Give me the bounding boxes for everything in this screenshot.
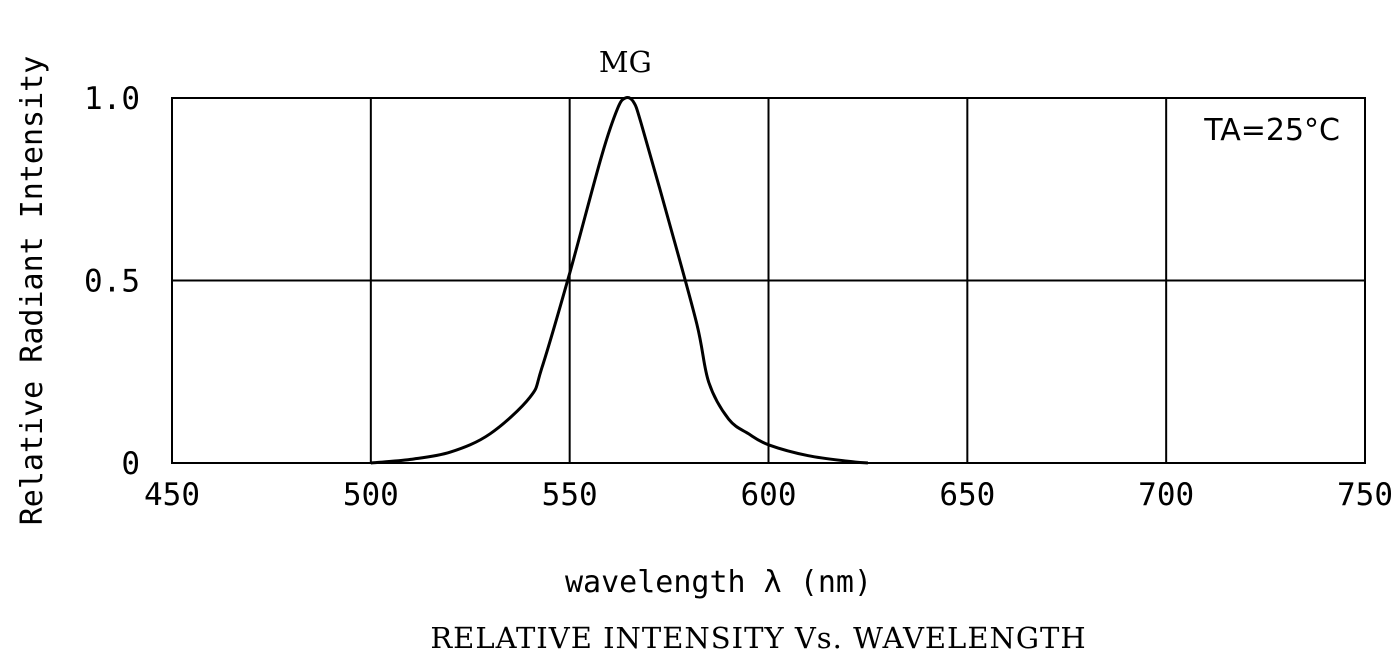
x-tick-label: 550 xyxy=(542,477,598,513)
x-tick-label: 700 xyxy=(1138,477,1194,513)
x-tick-labels: 450 500 550 600 650 700 750 xyxy=(144,477,1393,513)
x-tick-label: 500 xyxy=(343,477,399,513)
y-axis-label: Relative Radiant Intensity xyxy=(15,56,50,526)
plot-frame xyxy=(171,97,1366,464)
x-tick-label: 600 xyxy=(741,477,797,513)
y-tick-label: 1.0 xyxy=(84,81,140,117)
temperature-annotation: TA=25°C xyxy=(1203,113,1340,148)
x-tick-label: 750 xyxy=(1337,477,1393,513)
grid-lines xyxy=(171,97,1366,464)
y-tick-label: 0.5 xyxy=(84,264,140,300)
series-line-mg xyxy=(370,95,869,465)
y-tick-labels: 0 0.5 1.0 xyxy=(84,81,140,482)
chart-title: RELATIVE INTENSITY Vs. WAVELENGTH xyxy=(430,621,1086,655)
x-tick-label: 650 xyxy=(939,477,995,513)
x-axis-label: wavelength λ (nm) xyxy=(565,565,872,600)
series-label-mg: MG xyxy=(599,45,652,79)
y-tick-label: 0 xyxy=(121,446,140,482)
x-tick-label: 450 xyxy=(144,477,200,513)
